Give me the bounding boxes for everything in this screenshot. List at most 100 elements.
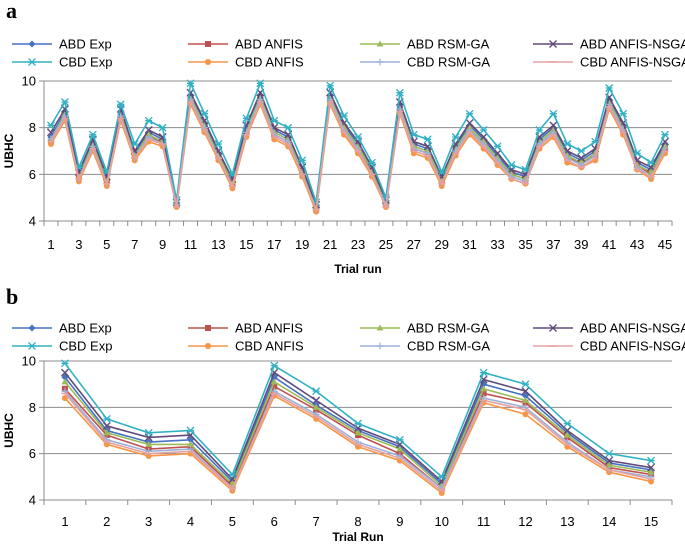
panel-label: a [6,0,17,23]
data-point [577,147,586,155]
legend-marker [376,342,384,350]
data-point [521,396,529,403]
legend-marker [205,343,211,349]
x-tick-label: 1 [47,237,54,252]
data-point [480,385,488,392]
legend-marker [205,41,211,47]
x-tick-label: 31 [462,237,476,252]
y-tick-label: 4 [29,493,36,508]
x-tick-label: 3 [145,514,152,529]
x-tick-label: 21 [323,237,337,252]
data-point [522,411,529,418]
y-tick-label: 10 [22,354,36,369]
legend-marker [376,324,384,331]
legend-marker [205,325,211,331]
data-point [521,380,530,389]
series-cbd-anfis-nsga [47,99,669,213]
legend-label: CBD ANFIS-NSGA [580,55,685,70]
y-tick-label: 6 [29,446,36,461]
data-point [145,452,152,459]
legend-label: ABD ANFIS [235,321,303,336]
data-point [493,142,502,151]
legend-label: CBD RSM-GA [407,55,490,70]
x-tick-label: 14 [602,514,616,529]
data-point [577,154,586,162]
x-tick-label: 11 [184,237,198,252]
data-point [340,112,349,120]
legend-marker [376,40,384,47]
legend-item: ABD Exp [12,321,112,336]
data-point [493,149,502,158]
legend-item: CBD ANFIS-NSGA [533,339,685,354]
data-point [187,440,195,447]
data-point [409,130,418,139]
y-axis-label: UBHC [2,133,16,168]
x-tick-label: 5 [103,237,110,252]
legend: ABD Exp ABD ANFIS ABD RSM-GA ABD ANFIS-NSGA… [12,37,685,70]
legend-marker [205,59,211,65]
legend-item: CBD RSM-GA [360,339,490,354]
y-tick-label: 10 [22,74,36,89]
x-tick-label: 25 [379,237,393,252]
series-cbd-exp [60,359,656,481]
data-point [563,431,571,438]
data-point [298,156,307,165]
data-point [480,390,487,397]
data-point [563,419,572,428]
data-point [619,109,628,118]
y-axis-label: UBHC [2,413,16,448]
y-tick-label: 4 [29,214,36,229]
data-point [395,435,404,444]
legend-item: ABD RSM-GA [360,321,490,336]
data-point [47,141,54,147]
x-tick-label: 1 [61,514,68,529]
data-point [186,88,195,97]
data-point [479,133,488,141]
data-point [605,456,614,465]
data-point [326,81,335,90]
data-point [270,378,278,385]
data-point [396,445,404,452]
x-tick-label: 33 [490,237,504,252]
data-point [102,421,111,430]
legend-marker [28,40,36,48]
legend-item: ABD Exp [12,37,112,52]
x-tick-label: 2 [103,514,110,529]
data-point [102,414,111,423]
x-tick-label: 7 [131,237,138,252]
chart-panel-a: a ABD Exp ABD ANFIS ABD RSM-GA ABD ANFIS-NSG… [2,0,685,276]
x-tick-label: 3 [75,237,82,252]
x-tick-label: 19 [295,237,309,252]
legend-item: ABD ANFIS [188,321,303,336]
legend-marker [549,324,557,332]
data-point [354,133,362,141]
legend-item: ABD ANFIS-NSGA [533,37,685,52]
data-point [60,359,69,368]
legend-label: CBD ANFIS [235,55,304,70]
data-point [130,140,139,148]
legend-label: ABD ANFIS-NSGA [580,321,685,336]
x-tick-label: 13 [560,514,574,529]
x-tick-label: 4 [187,514,194,529]
data-point [395,88,404,97]
data-point [437,472,446,481]
legend-label: ABD ANFIS [235,37,303,52]
data-point [451,133,460,141]
data-point [354,429,362,436]
y-tick-label: 8 [29,400,36,415]
legend-marker [549,40,557,48]
legend-label: ABD Exp [59,37,112,52]
data-point [647,463,656,472]
data-point [88,130,97,139]
data-point [563,140,572,148]
legend-label: CBD ANFIS [235,339,304,354]
series-line [64,362,652,479]
chart-panel-b: b ABD Exp ABD ANFIS ABD RSM-GA ABD ANFIS-NSG… [2,284,685,544]
data-point [61,378,69,385]
legend-label: CBD ANFIS-NSGA [580,339,685,354]
legend-item: CBD RSM-GA [360,55,490,70]
legend-item: CBD Exp [12,339,112,354]
x-tick-label: 45 [658,237,672,252]
series-cbd-anfis-nsga [61,392,655,492]
